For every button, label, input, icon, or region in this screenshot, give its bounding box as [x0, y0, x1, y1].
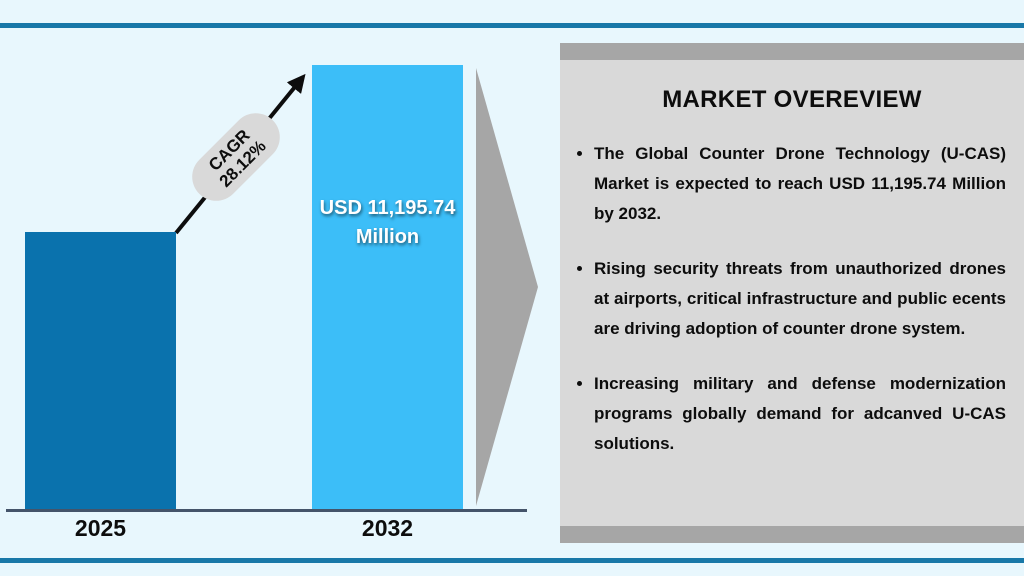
- bullet-item-3: Increasing military and defense moderniz…: [594, 369, 1006, 459]
- cagr-badge-text: CAGR 28.12%: [202, 123, 270, 191]
- bar-2032-value-line2: Million: [355, 226, 420, 248]
- panel-bottom-band: [560, 526, 1024, 543]
- bar-2032-value-line1: USD 11,195.74: [319, 197, 456, 219]
- bar-2025: [25, 232, 176, 509]
- panel-title: MARKET OVEREVIEW: [662, 86, 922, 113]
- bullet-item-2: Rising security threats from unauthorize…: [594, 254, 1006, 344]
- x-axis-label-2025: 2025: [74, 515, 127, 541]
- panel-top-band: [560, 43, 1024, 60]
- x-axis-label-2032: 2032: [361, 515, 414, 541]
- right-arrow-triangle-icon: [476, 68, 538, 506]
- market-overview-panel: MARKET OVEREVIEW The Global Counter Dron…: [560, 43, 1024, 543]
- bottom-border-line: [0, 558, 1024, 563]
- cagr-badge: CAGR 28.12%: [182, 103, 290, 211]
- panel-body: MARKET OVEREVIEW The Global Counter Dron…: [560, 60, 1024, 526]
- x-axis-line: [6, 509, 527, 512]
- bar-2032: [312, 65, 463, 509]
- panel-bullet-list: The Global Counter Drone Technology (U-C…: [560, 139, 1024, 459]
- bar-2032-value-label: USD 11,195.74 Million: [312, 194, 463, 252]
- top-border-line: [0, 23, 1024, 28]
- bullet-item-1: The Global Counter Drone Technology (U-C…: [594, 139, 1006, 229]
